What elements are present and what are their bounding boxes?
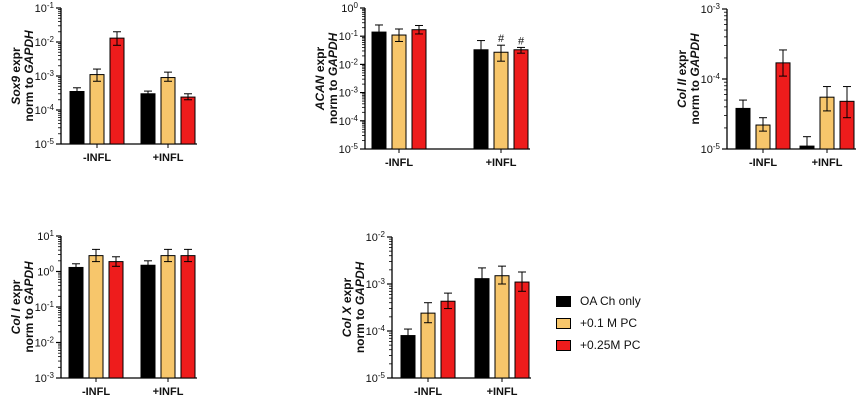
chart-panel-sox9: 10-5 10-4 10-3 10-2 10-1 -INFL +INFL Sox9 exprn… — [9, 1, 197, 164]
bar-acan-1-2 — [513, 49, 529, 150]
legend-swatch-oa-ch-only — [556, 295, 571, 307]
bar-sox9-0-2 — [109, 37, 125, 145]
y-tick-label: 10-5 — [366, 371, 386, 386]
y-tick-label: 10-4 — [366, 324, 386, 339]
y-tick-label: 10-2 — [339, 57, 359, 72]
chart-panel-colx: 10-5 10-4 10-3 10-2 -INFL +INFL Col X exprnorm… — [340, 230, 531, 398]
y-tick-label: 101 — [37, 229, 54, 244]
y-tick-label: 10-3 — [701, 2, 721, 17]
y-tick-label: 10-3 — [35, 371, 55, 386]
y-tick-label: 10-4 — [339, 113, 359, 128]
y-axis-label: norm to GAPDH — [353, 262, 367, 354]
bar-acan-1-0 — [473, 49, 489, 150]
y-tick-label: 10-2 — [35, 35, 55, 50]
x-tick-label: -INFL — [83, 152, 111, 164]
y-tick-label: 100 — [341, 1, 358, 16]
y-tick-label: 10-5 — [701, 142, 721, 157]
y-tick-label: 100 — [37, 264, 54, 279]
bar-acan-1-1 — [493, 51, 509, 150]
y-axis-label: norm to GAPDH — [326, 33, 340, 125]
y-tick-label: 10-3 — [366, 277, 386, 292]
legend-label: +0.1 M PC — [580, 316, 638, 330]
legend-item-01m-pc: +0.1 M PC — [556, 314, 641, 332]
x-tick-label: +INFL — [812, 157, 843, 169]
bar-coli-1-1 — [160, 255, 176, 379]
x-tick-label: -INFL — [385, 157, 413, 169]
y-tick-label: 10-4 — [701, 72, 721, 87]
legend-label: OA Ch only — [580, 294, 641, 308]
bar-coli-0-2 — [108, 261, 124, 379]
x-tick-label: -INFL — [749, 157, 777, 169]
y-axis-label: Col X expr — [340, 277, 354, 337]
y-axis-label: Col I expr — [9, 279, 23, 334]
y-axis-label: norm to GAPDH — [22, 30, 36, 122]
bar-acan-0-2 — [411, 29, 427, 150]
legend-swatch-025m-pc — [556, 339, 571, 351]
y-axis-label: norm to GAPDH — [688, 33, 702, 125]
x-tick-label: -INFL — [414, 386, 442, 398]
bar-colx-0-2 — [440, 300, 456, 379]
y-tick-label: 10-2 — [366, 230, 386, 245]
y-axis-label: Col II expr — [675, 50, 689, 108]
x-tick-label: +INFL — [487, 386, 518, 398]
bar-acan-0-0 — [371, 31, 387, 150]
y-tick-label: 10-4 — [35, 103, 55, 118]
bar-sox9-0-1 — [89, 74, 105, 145]
bar-sox9-1-2 — [180, 96, 196, 145]
y-tick-label: 10-3 — [35, 69, 55, 84]
bar-acan-0-1 — [391, 34, 407, 150]
legend-swatch-01m-pc — [556, 317, 571, 329]
x-tick-label: +INFL — [486, 157, 517, 169]
bar-sox9-1-1 — [160, 77, 176, 145]
y-tick-label: 10-5 — [339, 142, 359, 157]
legend-item-025m-pc: +0.25M PC — [556, 336, 641, 354]
bar-sox9-1-0 — [140, 93, 156, 145]
legend: OA Ch only +0.1 M PC +0.25M PC — [556, 292, 641, 358]
x-tick-label: -INFL — [82, 386, 110, 398]
y-tick-label: 10-1 — [35, 300, 55, 315]
chart-panel-coli: 10-3 10-2 10-1 100 101 -INFL +INFL Col I exprno… — [9, 229, 197, 398]
bar-coli-0-1 — [88, 255, 104, 379]
bar-sox9-0-0 — [69, 91, 85, 145]
legend-label: +0.25M PC — [580, 338, 641, 352]
y-axis-label: Sox9 expr — [9, 47, 23, 105]
y-tick-label: 10-1 — [35, 1, 55, 16]
bar-colx-1-1 — [494, 275, 510, 379]
significance-marker: # — [518, 35, 525, 47]
y-tick-label: 10-1 — [339, 29, 359, 44]
y-tick-label: 10-2 — [35, 335, 55, 350]
legend-item-oa-ch-only: OA Ch only — [556, 292, 641, 310]
y-tick-label: 10-5 — [35, 137, 55, 152]
bar-coli-0-0 — [68, 266, 84, 379]
y-tick-label: 10-3 — [339, 85, 359, 100]
x-tick-label: +INFL — [153, 386, 184, 398]
bar-coli-1-0 — [140, 264, 156, 379]
bar-colx-1-2 — [514, 281, 530, 379]
bar-colx-1-0 — [474, 278, 490, 379]
significance-marker: # — [498, 33, 505, 45]
chart-panel-acan: 10-5 10-4 10-3 10-2 10-1 100 -INFL +INFL # # ACAN … — [313, 1, 530, 169]
y-axis-label: ACAN expr — [313, 46, 327, 111]
bar-coli-1-2 — [180, 255, 196, 379]
y-axis-label: norm to GAPDH — [22, 261, 36, 353]
x-tick-label: +INFL — [153, 152, 184, 164]
